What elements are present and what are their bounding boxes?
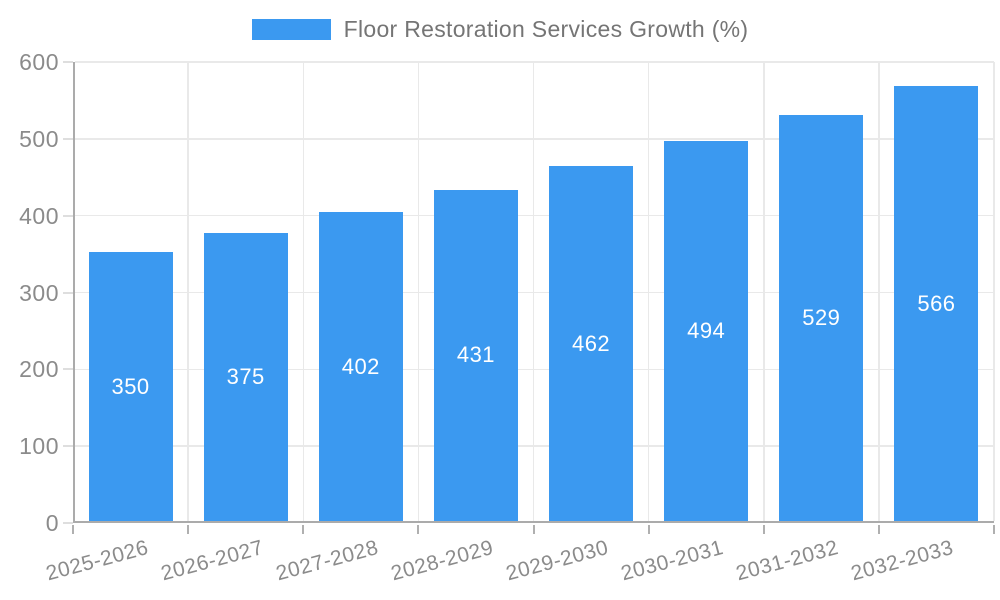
bar-value-label: 402 — [341, 353, 380, 379]
x-tick-label: 2025-2026 — [43, 536, 151, 586]
bar-value-label: 350 — [111, 373, 150, 399]
y-tick-mark — [63, 61, 73, 63]
v-gridline — [532, 62, 535, 521]
x-tick-mark — [762, 525, 765, 534]
bar-value-label: 431 — [456, 342, 496, 368]
bar[interactable]: 494 — [664, 141, 749, 521]
h-gridline — [75, 61, 994, 63]
legend-label: Floor Restoration Services Growth (%) — [343, 16, 749, 42]
x-tick-label: 2027-2028 — [273, 536, 381, 586]
legend-item[interactable]: Floor Restoration Services Growth (%) — [0, 16, 1000, 44]
v-gridline — [302, 62, 304, 521]
x-tick-mark — [532, 525, 535, 534]
y-tick-label: 300 — [19, 279, 59, 306]
y-tick-mark — [63, 291, 73, 294]
bar[interactable]: 350 — [88, 252, 173, 521]
bar-value-label: 529 — [802, 304, 841, 330]
bar-value-label: 494 — [687, 318, 726, 344]
bar[interactable]: 402 — [318, 212, 403, 521]
x-tick-label: 2028-2029 — [388, 536, 496, 586]
v-gridline — [763, 62, 765, 521]
y-tick-mark — [63, 368, 73, 371]
bar[interactable]: 462 — [549, 166, 634, 521]
bar-value-label: 566 — [917, 290, 956, 316]
bar[interactable]: 566 — [894, 86, 979, 521]
y-tick-label: 500 — [19, 125, 59, 152]
x-tick-mark — [72, 525, 74, 534]
x-tick-label: 2030-2031 — [618, 536, 727, 586]
y-tick-mark — [63, 214, 73, 217]
y-tick-label: 100 — [19, 433, 59, 460]
h-gridline — [75, 445, 994, 447]
h-gridline — [75, 138, 994, 140]
y-tick-label: 400 — [19, 202, 59, 229]
v-gridline — [878, 62, 880, 521]
x-tick-mark — [187, 525, 190, 534]
legend-swatch — [251, 19, 331, 41]
x-tick-label: 2029-2030 — [503, 536, 612, 586]
x-tick-label: 2026-2027 — [158, 536, 266, 586]
x-tick-mark — [877, 525, 880, 534]
y-tick-mark — [63, 137, 73, 140]
x-tick-mark — [647, 525, 650, 534]
bar[interactable]: 431 — [433, 189, 518, 521]
v-gridline — [187, 62, 189, 521]
bar-value-label: 462 — [571, 330, 611, 356]
x-tick-label: 2032-2033 — [849, 536, 957, 586]
y-tick-mark — [63, 522, 73, 524]
x-tick-mark — [993, 525, 995, 534]
x-axis: 2025-2026 2026-2027 2027-2028 2028-2029 2029… — [43, 536, 994, 600]
y-tick-mark — [63, 445, 73, 448]
h-gridline — [75, 214, 994, 217]
bar-value-label: 375 — [226, 363, 265, 389]
bar[interactable]: 375 — [203, 232, 288, 521]
v-gridline — [647, 62, 650, 521]
v-gridline — [993, 62, 995, 521]
h-gridline — [75, 291, 994, 294]
plot-area: 350 375 402 431 462 494 529 566 — [73, 61, 995, 523]
bar[interactable]: 529 — [779, 114, 864, 521]
y-tick-label: 200 — [19, 356, 59, 383]
v-gridline — [417, 62, 420, 521]
y-tick-label: 600 — [19, 49, 59, 75]
x-tick-mark — [302, 525, 305, 534]
x-tick-label: 2031-2032 — [733, 536, 842, 586]
x-tick-mark — [417, 525, 420, 534]
h-gridline — [75, 368, 994, 371]
y-tick-label: 0 — [45, 510, 59, 536]
y-axis: 0 100 200 300 400 500 600 — [0, 51, 59, 535]
